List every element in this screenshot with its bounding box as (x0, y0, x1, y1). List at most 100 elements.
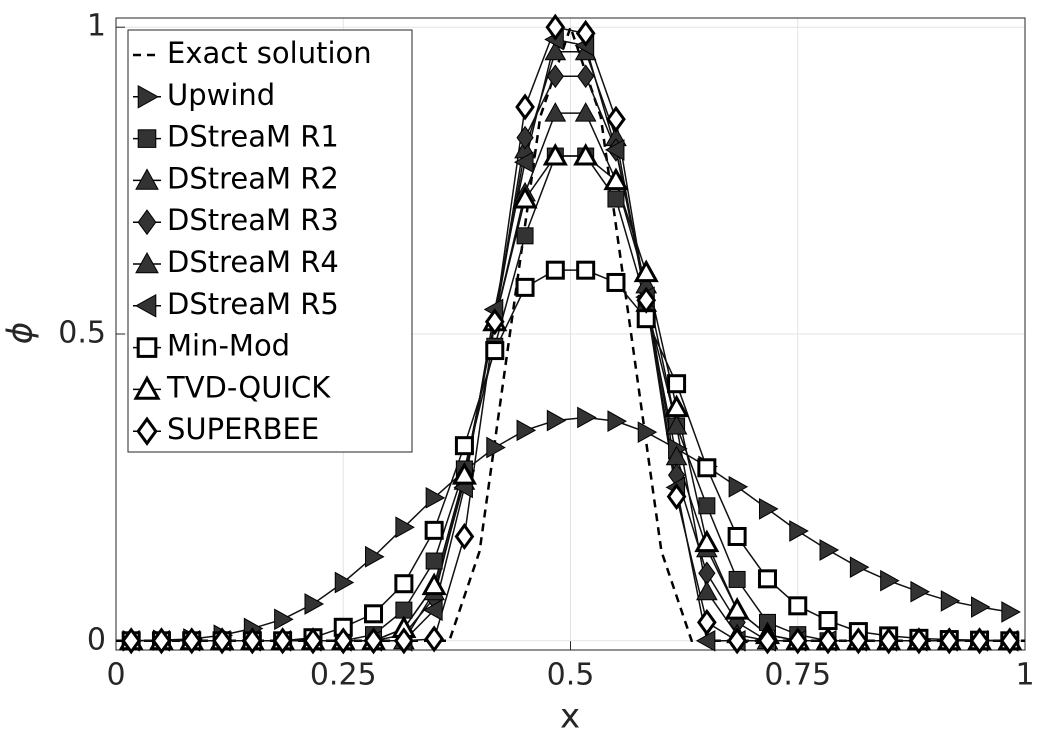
data-point (365, 545, 385, 568)
plot-frame (115, 17, 1026, 651)
data-point (667, 374, 687, 394)
legend-label: DStreaM R2 (167, 161, 339, 195)
data-point (394, 627, 414, 655)
data-point (909, 627, 929, 655)
data-point (425, 552, 443, 570)
data-point (696, 580, 718, 601)
data-point (603, 167, 629, 191)
legend-label: Upwind (167, 78, 275, 112)
data-point (999, 627, 1020, 655)
x-tick-label: 0.5 (547, 658, 595, 693)
data-point (606, 272, 626, 292)
data-point (454, 522, 475, 551)
data-point (757, 569, 777, 589)
data-point (484, 308, 505, 336)
data-point (272, 627, 293, 655)
data-point (848, 627, 869, 655)
data-point (606, 105, 626, 133)
data-point (604, 139, 625, 161)
data-point (423, 599, 443, 621)
data-point (694, 529, 720, 553)
data-point (363, 627, 384, 655)
data-point (577, 406, 597, 429)
data-point (787, 627, 808, 655)
data-point (818, 611, 838, 631)
data-point (333, 627, 354, 655)
data-point (544, 40, 567, 61)
data-point (758, 498, 779, 520)
data-point (607, 190, 625, 208)
legend-label: DStreaM R4 (167, 245, 339, 279)
data-point (545, 260, 565, 280)
data-point (121, 627, 142, 655)
legend-label: Exact solution (167, 36, 372, 70)
data-point (636, 286, 657, 314)
data-point (512, 185, 538, 209)
legend-label: DStreaM R3 (167, 203, 339, 237)
data-point (697, 458, 717, 478)
data-point (424, 625, 445, 653)
data-point (664, 394, 690, 418)
legend-marker (135, 251, 159, 274)
data-point (545, 13, 566, 41)
data-point (665, 415, 688, 435)
data-point (516, 419, 537, 442)
data-point (727, 627, 747, 655)
data-point (304, 593, 325, 615)
data-point (515, 277, 535, 297)
data-point (637, 421, 658, 444)
data-point (181, 627, 202, 655)
legend-marker (137, 209, 157, 236)
y-tick-label: 0.5 (58, 316, 106, 351)
data-point (544, 102, 567, 122)
data-point (516, 227, 534, 245)
data-point (454, 436, 474, 456)
data-point (910, 580, 930, 603)
legend-marker (137, 129, 157, 148)
data-point (425, 486, 446, 509)
legend-marker (136, 337, 158, 358)
y-axis-label: ϕ (1, 322, 41, 344)
data-point (576, 260, 596, 280)
data-point (666, 483, 687, 511)
x-tick-label: 0.75 (764, 658, 831, 693)
data-point (515, 93, 535, 121)
data-point (880, 569, 900, 592)
data-point (546, 64, 564, 89)
data-point (607, 410, 627, 432)
series-line (116, 23, 1025, 643)
data-point (969, 627, 990, 655)
legend-box (127, 29, 413, 453)
data-point (151, 627, 172, 655)
data-point (212, 627, 232, 655)
data-point (486, 436, 506, 459)
legend-marker (133, 375, 161, 400)
data-point (575, 19, 596, 47)
data-point (788, 596, 808, 616)
data-point (696, 608, 717, 636)
x-axis-label: x (560, 697, 580, 737)
legend-label: DStreaM R5 (167, 287, 339, 321)
data-point (395, 516, 415, 539)
legend-label: SUPERBEE (167, 412, 319, 446)
data-point (394, 574, 414, 594)
data-point (789, 520, 809, 542)
x-tick-label: 1 (1015, 658, 1034, 693)
data-point (577, 64, 595, 89)
data-point (818, 627, 838, 655)
data-point (542, 142, 568, 166)
data-point (334, 571, 355, 594)
data-point (303, 627, 323, 655)
data-point (633, 259, 659, 283)
data-point (757, 627, 778, 655)
data-point (485, 341, 505, 361)
data-point (698, 497, 716, 515)
y-tick-label: 0 (87, 622, 106, 657)
data-point (939, 627, 960, 655)
data-point (421, 572, 447, 596)
legend-label: Min-Mod (167, 329, 290, 363)
data-point (274, 608, 294, 631)
data-point (364, 604, 384, 624)
data-point (546, 409, 567, 432)
